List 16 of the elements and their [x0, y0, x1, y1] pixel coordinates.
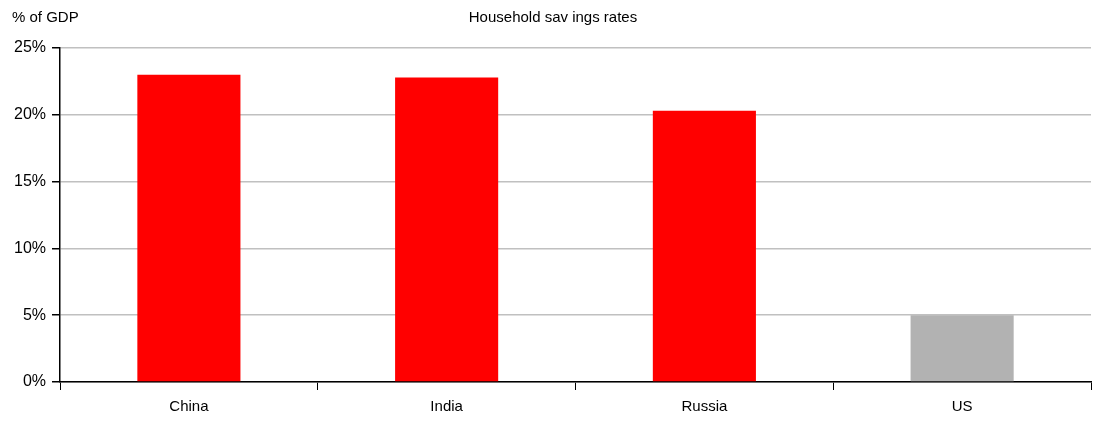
y-tick-label: 25% [13, 38, 47, 56]
bar [137, 74, 241, 382]
y-tick-label: 0% [22, 372, 47, 390]
bar [395, 77, 499, 382]
bar [652, 110, 756, 382]
x-tick-label: India [430, 397, 464, 415]
x-tick-label: US [951, 397, 973, 415]
y-tick-label: 10% [13, 238, 47, 256]
bar [910, 315, 1014, 382]
x-tick-label: Russia [681, 397, 728, 415]
y-tick-label: 15% [13, 172, 47, 190]
y-tick-label: 5% [22, 305, 47, 323]
x-tick-label: China [169, 397, 210, 415]
y-tick-label: 20% [13, 105, 47, 123]
y-axis-title: % of GDP [12, 8, 79, 26]
chart-title: Household sav ings rates [468, 8, 638, 26]
